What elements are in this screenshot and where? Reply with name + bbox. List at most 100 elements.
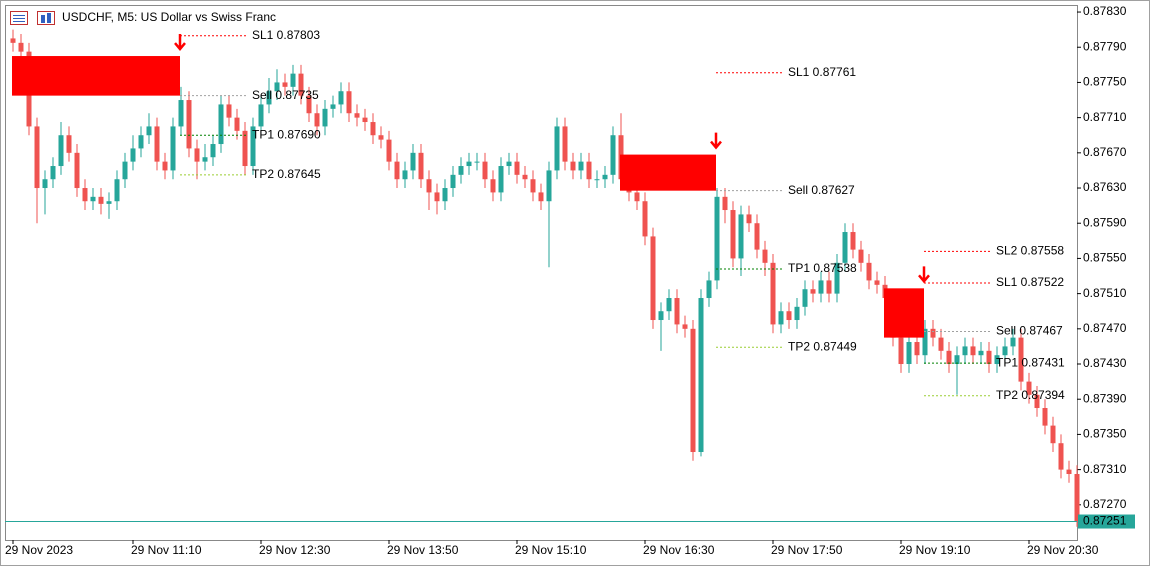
y-tick-label: 0.87310 [1083,462,1127,476]
candle-body [234,117,240,131]
candle-body [314,113,320,127]
candle-body [554,126,560,171]
candle-body [458,166,464,175]
candle-body [138,135,144,149]
candle-body [842,232,848,263]
candle-body [1026,381,1032,395]
candle-body [826,280,832,294]
candle-body [378,135,384,140]
candle-body [34,126,40,189]
candle-body [282,82,288,87]
sell-zone [620,154,716,191]
candle-body [490,179,496,193]
candle-body [330,104,336,109]
x-tick-label: 29 Nov 13:50 [387,543,459,557]
candle-body [202,157,208,162]
y-tick-label: 0.87750 [1083,75,1127,89]
candle-body [498,166,504,193]
x-tick-label: 29 Nov 12:30 [259,543,331,557]
last-price-label: 0.87251 [1083,514,1127,528]
candle-body [386,139,392,162]
candle-body [850,232,856,250]
candle-body [426,179,432,193]
candle-body [346,91,352,114]
candle-body [866,262,872,281]
level-label: TP2 0.87449 [788,339,857,353]
candle-body [178,100,184,127]
y-tick-label: 0.87550 [1083,251,1127,265]
candle-body [1050,425,1056,444]
candle-body [634,192,640,202]
y-tick-label: 0.87670 [1083,145,1127,159]
candle-body [578,161,584,171]
candle-body [546,170,552,202]
icon [47,13,51,23]
level-label: SL1 0.87803 [252,28,320,42]
candle-body [274,82,280,92]
level-label: TP2 0.87645 [252,167,321,181]
candle-body [450,174,456,189]
candle-body [1010,337,1016,347]
candle-body [738,214,744,259]
candle-body [754,223,760,250]
y-tick-label: 0.87630 [1083,180,1127,194]
candle-body [642,201,648,237]
level-label: TP2 0.87394 [996,388,1065,402]
candle-body [258,104,264,127]
candle-body [90,196,96,202]
candle-body [722,196,728,211]
candle-body [338,91,344,105]
candle-body [298,73,304,96]
level-label: SL1 0.87522 [996,275,1064,289]
candle-body [858,249,864,263]
candle-body [410,152,416,171]
candle-body [434,192,440,202]
candle-body [98,196,104,204]
candle-body [666,298,672,312]
candle-body [706,280,712,299]
candle-body [658,311,664,321]
candle-body [938,337,944,351]
candle-body [530,179,536,193]
candle-body [1018,337,1024,382]
candle-body [514,161,520,175]
candle-body [130,148,136,162]
candle-body [714,196,720,281]
candle-body [122,161,128,180]
candle-body [570,161,576,171]
candle-body [586,161,592,180]
candle-body [1066,469,1072,475]
candle-body [1074,474,1080,522]
candle-body [834,262,840,294]
candle-body [1002,346,1008,356]
candle-body [18,42,24,52]
candle-body [466,161,472,167]
icon [37,11,55,25]
candle-body [442,188,448,202]
candle-body [810,289,816,294]
candle-body [82,188,88,202]
level-label: TP1 0.87538 [788,261,857,275]
candle-body [66,135,72,153]
candle-body [794,306,800,321]
sell-zone [884,288,924,338]
y-tick-label: 0.87830 [1083,4,1127,18]
candle-body [690,328,696,453]
candle-body [474,161,480,163]
level-label: TP1 0.87431 [996,355,1065,369]
candle-body [906,342,912,365]
candle-body [674,298,680,325]
candle-body [962,346,968,356]
y-tick-label: 0.87790 [1083,39,1127,53]
candle-body [698,298,704,453]
candle-body [594,179,600,181]
candle-body [986,350,992,365]
candle-body [522,174,528,180]
candle-body [154,126,160,162]
candle-body [50,166,56,180]
x-tick-label: 29 Nov 2023 [5,543,73,557]
candle-body [786,311,792,321]
level-label: SL1 0.87761 [788,65,856,79]
